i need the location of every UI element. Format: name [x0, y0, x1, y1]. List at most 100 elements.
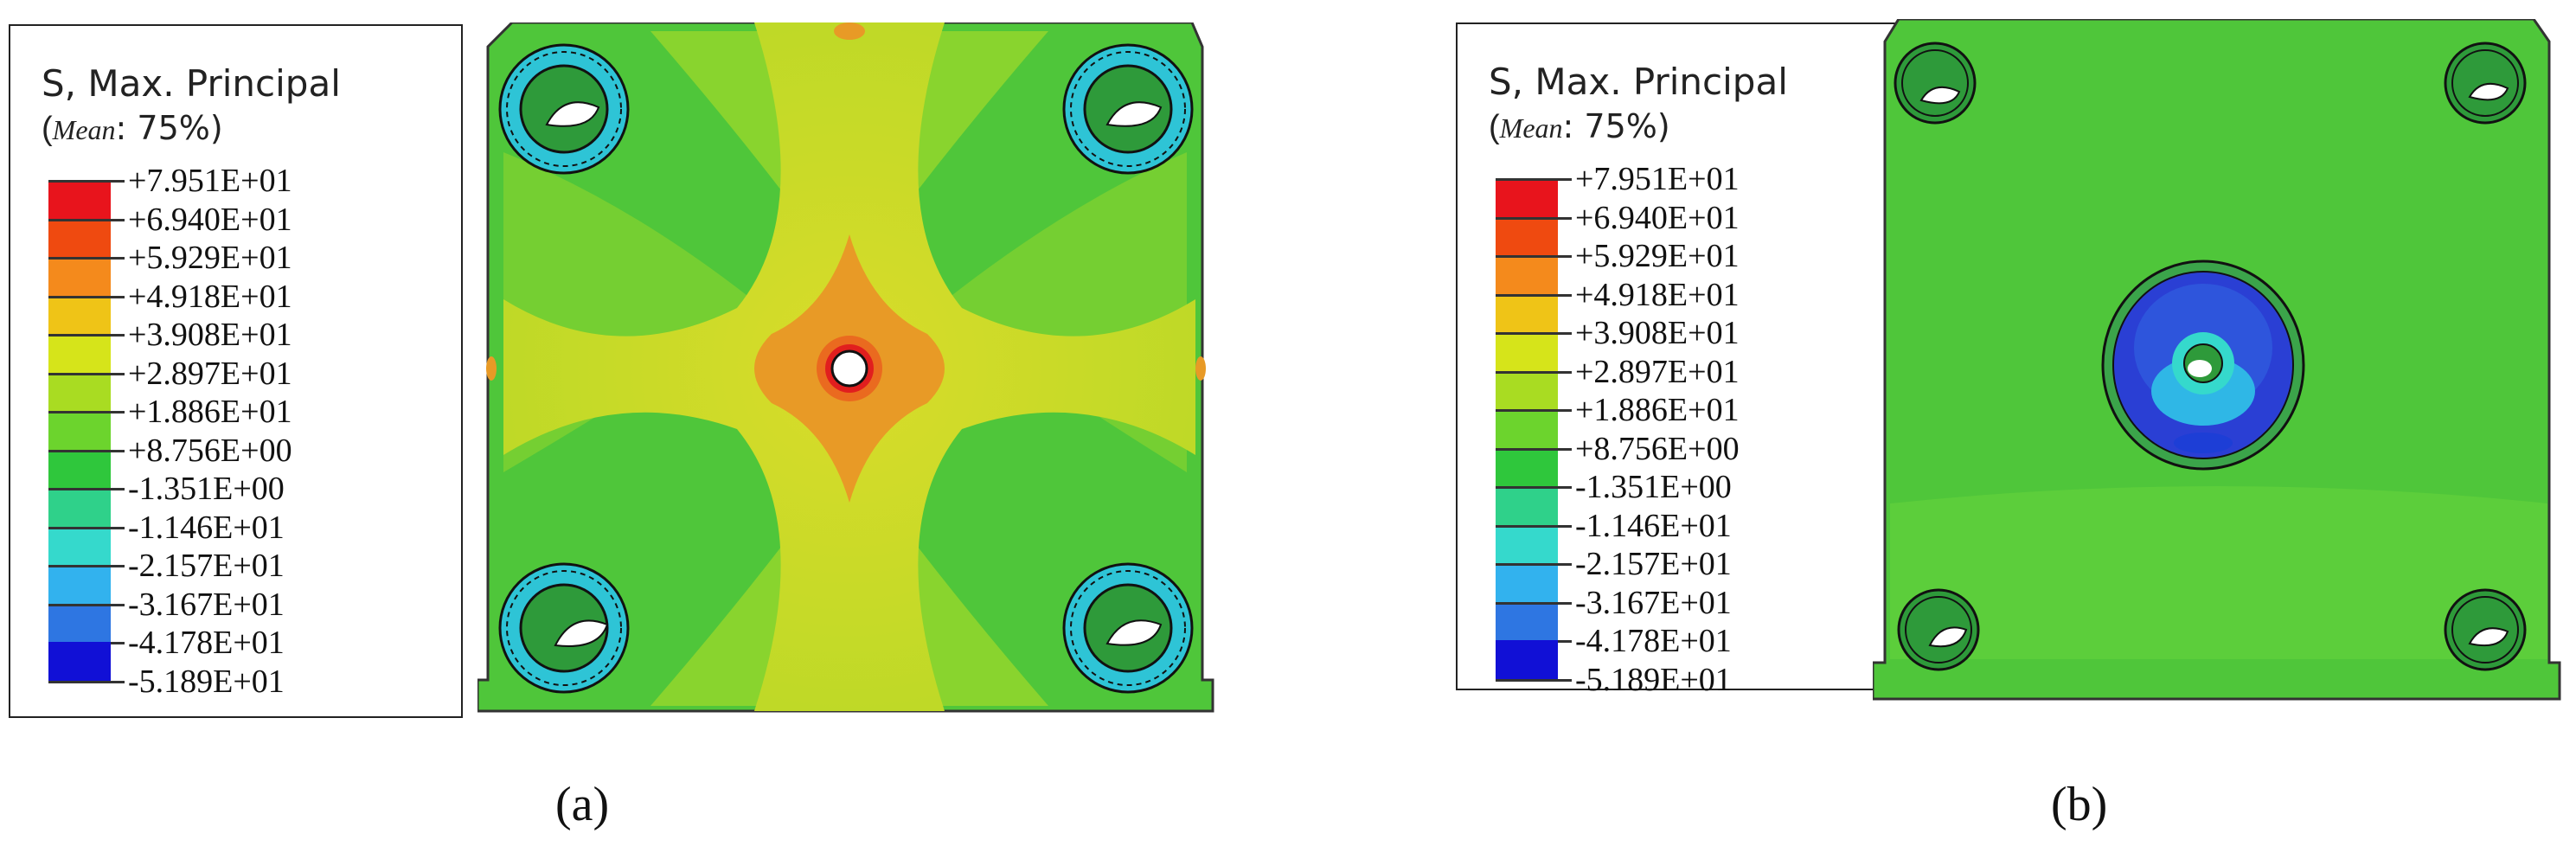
- bolt-hole-top-right-a: [1062, 43, 1194, 175]
- scale-value-label: +4.918E+01: [128, 278, 292, 315]
- scale-swatch: [1496, 255, 1558, 294]
- scale-value-label: +5.929E+01: [128, 240, 292, 276]
- scale-value-label: +3.908E+01: [1575, 315, 1740, 351]
- scale-swatch: [48, 180, 111, 219]
- scale-value-label: -2.157E+01: [128, 548, 285, 584]
- mean-label: Mean: [1499, 112, 1563, 144]
- scale-value-label: -3.167E+01: [1575, 584, 1732, 621]
- mean-value: : 75%): [1562, 107, 1670, 145]
- scale-swatch: [1496, 332, 1558, 371]
- scale-value-label: -5.189E+01: [128, 663, 285, 700]
- panel-b: S, Max. Principal (Mean: 75%) +7.951E+01…: [1288, 0, 2576, 859]
- scale-tick: [1496, 486, 1572, 489]
- scale-swatch: [1496, 293, 1558, 332]
- scale-tick: [48, 526, 125, 529]
- scale-swatch: [48, 603, 111, 642]
- scale-swatch: [48, 257, 111, 296]
- scale-tick: [1496, 601, 1572, 605]
- scale-tick: [1496, 332, 1572, 335]
- center-boss-b: [2101, 260, 2305, 471]
- scale-swatch: [48, 411, 111, 450]
- scale-value-label: +8.756E+00: [128, 432, 292, 469]
- scale-value-label: -2.157E+01: [1575, 546, 1732, 582]
- center-hole-a: [830, 349, 868, 388]
- scale-value-label: -1.351E+00: [1575, 469, 1732, 505]
- scale-value-label: +1.886E+01: [1575, 392, 1740, 428]
- scale-tick: [1496, 178, 1572, 181]
- scale-value-label: +1.886E+01: [128, 394, 292, 430]
- scale-value-label: +6.940E+01: [128, 201, 292, 238]
- scale-swatch: [48, 449, 111, 488]
- bolt-hole-top-right-b: [2444, 42, 2527, 125]
- scale-swatch: [1496, 216, 1558, 255]
- scale-tick: [48, 411, 125, 413]
- scale-tick: [48, 449, 125, 452]
- scale-tick: [1496, 216, 1572, 220]
- scale-value-label: -1.146E+01: [1575, 507, 1732, 544]
- legend-a: S, Max. Principal (Mean: 75%) +7.951E+01…: [9, 24, 463, 718]
- caption-a: (a): [555, 778, 610, 831]
- bolt-hole-bottom-right-a: [1062, 562, 1194, 694]
- scale-swatch: [48, 565, 111, 604]
- scale-value-label: -4.178E+01: [1575, 623, 1732, 659]
- scale-swatch: [1496, 447, 1558, 486]
- scale-tick: [48, 334, 125, 337]
- scale-swatch: [48, 642, 111, 681]
- caption-b: (b): [2051, 778, 2108, 831]
- stress-plot-a: [477, 22, 1214, 713]
- legend-title: S, Max. Principal: [42, 62, 341, 105]
- scale-tick: [1496, 524, 1572, 528]
- scale-tick: [48, 565, 125, 567]
- scale-value-label: -1.351E+00: [128, 471, 285, 507]
- scale-swatch: [48, 488, 111, 527]
- scale-tick: [1496, 563, 1572, 566]
- bolt-hole-bottom-right-b: [2444, 588, 2527, 671]
- scale-tick: [1496, 409, 1572, 412]
- scale-tick: [48, 603, 125, 606]
- scale-tick: [48, 295, 125, 298]
- scale-swatch: [1496, 601, 1558, 640]
- scale-tick: [48, 372, 125, 375]
- scale-value-label: +7.951E+01: [1575, 161, 1740, 197]
- scale-swatch: [1496, 370, 1558, 409]
- scale-swatch: [48, 372, 111, 411]
- scale-tick: [48, 218, 125, 221]
- scale-value-label: +2.897E+01: [128, 355, 292, 392]
- scale-swatch: [1496, 563, 1558, 602]
- scale-tick: [48, 180, 125, 183]
- scale-tick: [48, 680, 125, 683]
- bolt-hole-top-left-b: [1894, 42, 1977, 125]
- scale-value-label: +7.951E+01: [128, 163, 292, 199]
- bolt-hole-bottom-left-a: [498, 562, 630, 694]
- scale-value-label: +3.908E+01: [128, 317, 292, 353]
- scale-swatch: [1496, 524, 1558, 563]
- scale-value-label: -3.167E+01: [128, 586, 285, 623]
- stress-plot-b: [1873, 19, 2561, 701]
- scale-value-label: -5.189E+01: [1575, 661, 1732, 698]
- scale-value-label: +5.929E+01: [1575, 238, 1740, 274]
- scale-tick: [1496, 447, 1572, 451]
- scale-tick: [1496, 678, 1572, 682]
- legend-mean: (Mean: 75%): [42, 109, 223, 147]
- scale-value-label: +4.918E+01: [1575, 276, 1740, 313]
- mean-label: Mean: [52, 114, 116, 145]
- scale-value-label: +6.940E+01: [1575, 199, 1740, 236]
- scale-tick: [1496, 293, 1572, 297]
- scale-swatch: [1496, 409, 1558, 448]
- mean-value: : 75%): [115, 109, 223, 147]
- scale-tick: [48, 488, 125, 490]
- scale-swatch: [48, 295, 111, 334]
- scale-swatch: [1496, 486, 1558, 525]
- scale-tick: [1496, 370, 1572, 374]
- scale-tick: [48, 257, 125, 260]
- scale-swatch: [48, 218, 111, 257]
- scale-tick: [1496, 255, 1572, 258]
- scale-swatch: [1496, 178, 1558, 217]
- legend-mean: (Mean: 75%): [1489, 107, 1670, 145]
- bolt-hole-bottom-left-b: [1897, 588, 1980, 671]
- bolt-hole-top-left-a: [498, 43, 630, 175]
- legend-b: S, Max. Principal (Mean: 75%) +7.951E+01…: [1456, 22, 1910, 696]
- scale-swatch: [48, 526, 111, 565]
- scale-swatch: [48, 334, 111, 373]
- scale-value-label: -1.146E+01: [128, 509, 285, 546]
